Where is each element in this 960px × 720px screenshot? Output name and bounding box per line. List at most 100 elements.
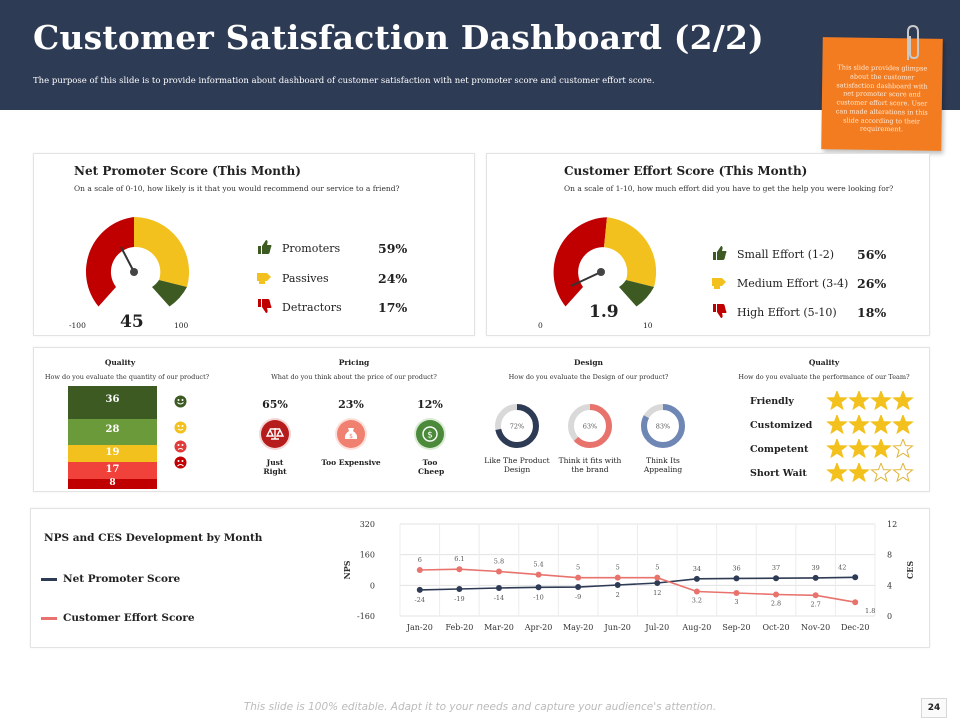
star-filled-icon — [870, 413, 892, 435]
star-filled-icon — [870, 389, 892, 411]
nps-gauge — [85, 216, 190, 307]
nps-data-label: 2 — [616, 591, 620, 599]
design-donut-like: 72% — [495, 404, 539, 448]
quality-bar-28-value: 28 — [105, 424, 120, 435]
nps-point — [773, 575, 780, 582]
nps-data-label: -9 — [575, 593, 581, 601]
chart-y-tick: 0 — [370, 581, 375, 590]
donut-fill — [641, 404, 685, 448]
nps-gauge-yellow-segment — [134, 216, 190, 287]
chart-x-tick: Aug-20 — [681, 623, 711, 632]
ces-legend-medium-pct: 26% — [857, 276, 887, 291]
design-description: How do you evaluate the Design of our pr… — [508, 373, 669, 381]
sad-face-icon — [174, 440, 187, 453]
design-donut-appealing-label: Think Its Appealing — [643, 456, 683, 474]
quality-heading: Quality — [104, 358, 136, 367]
pricing-heading: Pricing — [338, 358, 370, 367]
nps-point — [495, 585, 502, 592]
chart-y-tick: -160 — [357, 612, 375, 621]
nps-point — [654, 580, 661, 587]
ces-point — [654, 574, 661, 581]
design-donut-fits-brand: 63% — [568, 404, 612, 448]
ces-gauge-yellow-segment — [604, 217, 657, 287]
nps-point — [852, 574, 859, 581]
chart-y2-tick: 4 — [887, 581, 892, 590]
team-short-wait-label: Short Wait — [750, 468, 807, 479]
thumbs-down-icon — [711, 303, 729, 322]
team-quality-description: How do you evaluate the performance of o… — [738, 373, 910, 381]
nps-legend-passives-pct: 24% — [378, 271, 408, 286]
star-empty-icon — [870, 461, 892, 483]
nps-gauge-green-segment — [152, 280, 187, 307]
nps-legend-detractors-label: Detractors — [282, 301, 342, 314]
ces-legend-small-pct: 56% — [857, 247, 887, 262]
ces-point — [773, 591, 780, 598]
svg-text:$: $ — [349, 433, 353, 440]
thumbs-up-icon — [256, 239, 274, 258]
ces-data-label: 6.1 — [454, 555, 464, 563]
ces-point — [693, 588, 700, 595]
chart-x-tick: Apr-20 — [524, 623, 553, 632]
nps-point — [456, 585, 463, 592]
ces-data-label: 5 — [616, 564, 620, 572]
money-bag-icon: $ — [337, 420, 365, 448]
nps-point — [812, 574, 819, 581]
team-short-wait-stars — [826, 461, 916, 487]
legend-nps-swatch — [41, 577, 57, 581]
nps-data-label: 39 — [811, 564, 819, 572]
pricing-just-right-pct: 65% — [262, 398, 288, 411]
page-title: Customer Satisfaction Dashboard (2/2) — [33, 18, 764, 57]
happy-face-icon — [174, 421, 187, 434]
chart-x-tick: May-20 — [563, 623, 593, 632]
ces-series-line — [419, 568, 856, 603]
star-filled-icon — [848, 389, 870, 411]
quality-bars: 36 28 19 17 8 — [68, 386, 157, 489]
chart-x-tick: Feb-20 — [445, 623, 473, 632]
ces-point — [614, 574, 621, 581]
ces-data-label: 5 — [655, 564, 659, 572]
chart-y2-tick: 0 — [887, 612, 892, 621]
design-heading: Design — [573, 358, 604, 367]
team-customized-label: Customized — [750, 420, 813, 431]
legend-nps-label: Net Promoter Score — [63, 573, 181, 585]
ces-point — [495, 568, 502, 575]
nps-series-line — [419, 576, 856, 591]
ces-point — [575, 574, 582, 581]
dollar-coin-icon: $ — [416, 420, 444, 448]
star-filled-icon — [870, 437, 892, 459]
thumbs-up-icon — [711, 245, 729, 264]
thumbs-sideways-icon — [711, 274, 729, 293]
ces-max-label: 10 — [643, 321, 653, 330]
star-filled-icon — [826, 437, 848, 459]
pricing-too-expensive-pct: 23% — [338, 398, 364, 411]
ces-point — [812, 592, 819, 599]
quality-bar-17-value: 17 — [105, 464, 120, 475]
pricing-too-cheep-pct: 12% — [417, 398, 443, 411]
donut-pct-label: 83% — [656, 423, 670, 431]
nps-point — [575, 584, 582, 591]
team-quality-heading: Quality — [808, 358, 840, 367]
quality-bar-36-value: 36 — [105, 394, 120, 405]
nps-data-label: -10 — [533, 593, 543, 601]
ces-description: On a scale of 1-10, how much effort did … — [564, 184, 894, 193]
team-competent-label: Competent — [750, 444, 809, 455]
ces-panel: Customer Effort Score (This Month) On a … — [486, 153, 930, 336]
nps-point — [693, 575, 700, 582]
pricing-too-expensive-label: Too Expensive — [321, 458, 381, 467]
quality-bar-8-value: 8 — [109, 478, 116, 488]
star-filled-icon — [848, 413, 870, 435]
team-friendly-label: Friendly — [750, 396, 794, 407]
quality-bar-19-value: 19 — [105, 447, 120, 458]
ces-data-label: 2.7 — [810, 600, 820, 608]
ces-legend-high-label: High Effort (5-10) — [737, 306, 837, 319]
design-donut-fits-brand-label: Think it fits with the brand — [558, 456, 622, 474]
nps-data-label: 42 — [838, 563, 846, 571]
ces-legend-medium: Medium Effort (3-4) 26% — [711, 274, 886, 293]
star-filled-icon — [848, 461, 870, 483]
ces-data-label: 5 — [576, 564, 580, 572]
pricing-description: What do you think about the price of our… — [271, 373, 437, 381]
ces-point — [416, 567, 423, 573]
nps-data-label: -24 — [415, 596, 425, 604]
nps-max-label: 100 — [174, 321, 189, 330]
chart-y-axis-label: NPS — [342, 560, 352, 579]
